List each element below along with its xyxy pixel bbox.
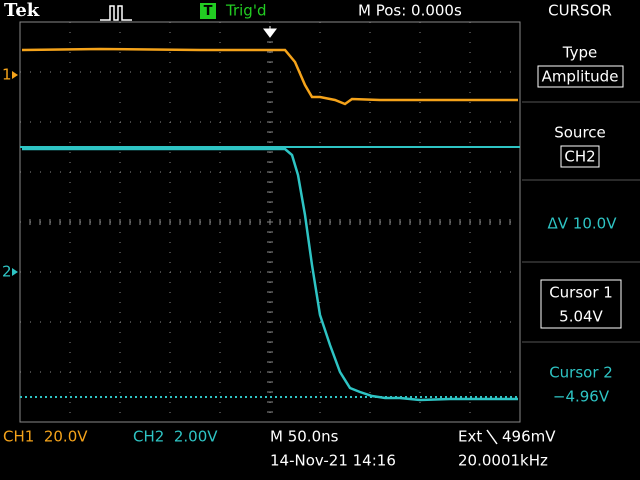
trigger-position-marker [263, 26, 277, 38]
ch2-marker: 2 [2, 263, 12, 281]
horizontal-position: M Pos: 0.000s [358, 2, 462, 20]
menu-selected-box [540, 279, 622, 329]
ch2-scale: CH2 2.00V [133, 428, 218, 446]
menu-label[interactable]: Type [562, 44, 597, 62]
menu-value[interactable]: −4.96V [553, 388, 610, 406]
ch1-waveform [21, 47, 518, 106]
brand: Tek [4, 0, 40, 21]
ch1-marker: 1 [2, 66, 12, 84]
menu-value[interactable]: Amplitude [542, 68, 619, 86]
menu-value-box [537, 65, 624, 88]
date-time: 14-Nov-21 14:16 [270, 452, 396, 470]
side-menu: Type Amplitude Source CH2 ΔV 10.0V Curso… [522, 44, 640, 406]
menu-label[interactable]: Cursor 1 [549, 284, 613, 302]
trigger-edge-icon [100, 5, 132, 21]
menu-value[interactable]: CH2 [564, 148, 595, 166]
ch1-arrow [12, 71, 18, 79]
menu-title: CURSOR [548, 2, 612, 20]
menu-value-box [560, 145, 600, 168]
trigger-level: 496mV [502, 428, 556, 446]
trigger-icon-box [200, 3, 216, 19]
menu-label: ΔV 10.0V [548, 215, 618, 233]
menu-label[interactable]: Cursor 2 [549, 364, 613, 382]
menu-label[interactable]: Source [554, 124, 606, 142]
timebase: M 50.0ns [270, 428, 339, 446]
trigger-status: Trig'd [225, 2, 266, 20]
ch2-arrow [12, 268, 18, 276]
trigger-slope-icon [486, 429, 498, 445]
frequency: 20.0001kHz [458, 452, 548, 470]
menu-value[interactable]: 5.04V [559, 308, 603, 326]
trigger-source: Ext [458, 428, 482, 446]
ch2-waveform [22, 147, 518, 402]
trigger-icon: T [204, 4, 213, 19]
ch1-scale: CH1 20.0V [3, 428, 88, 446]
graticule [19, 21, 521, 423]
